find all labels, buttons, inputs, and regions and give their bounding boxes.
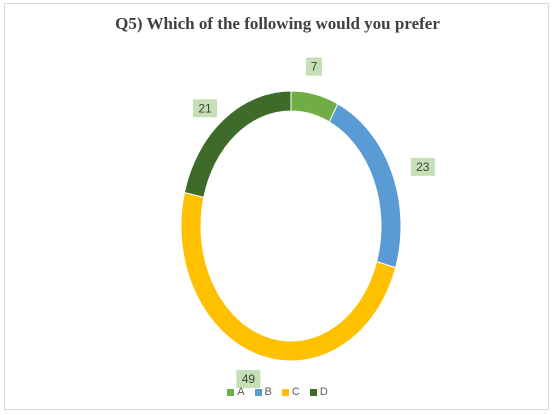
data-label-text: 49: [242, 372, 256, 386]
legend-item-c: C: [281, 386, 300, 398]
data-label-text: 7: [311, 60, 318, 74]
chart-title: Q5) Which of the following would you pre…: [115, 14, 440, 33]
legend-label-a: A: [237, 386, 245, 398]
donut-slice-c: [180, 191, 397, 362]
donut-slice-a: [290, 90, 339, 123]
data-label-a: 7: [306, 57, 323, 76]
data-label-d: 21: [192, 99, 217, 118]
chart-legend: A B C D: [0, 386, 555, 398]
legend-swatch-a: [227, 388, 235, 396]
donut-slice-b: [328, 103, 402, 269]
data-label-c: 49: [236, 370, 261, 389]
data-label-text: 21: [198, 101, 212, 115]
legend-swatch-c: [281, 388, 289, 396]
data-label-box: [306, 57, 323, 76]
donut-slice-d: [183, 90, 292, 199]
legend-item-d: D: [309, 386, 328, 398]
data-label-box: [192, 99, 217, 118]
legend-swatch-b: [254, 388, 262, 396]
data-label-box: [410, 157, 435, 176]
legend-swatch-d: [309, 388, 317, 396]
legend-label-b: B: [264, 386, 272, 398]
legend-label-c: C: [291, 386, 300, 398]
data-label-text: 23: [416, 160, 430, 174]
legend-item-a: A: [227, 386, 245, 398]
data-label-b: 23: [410, 157, 435, 176]
legend-label-d: D: [319, 386, 328, 398]
data-label-box: [236, 370, 261, 389]
legend-item-b: B: [254, 386, 272, 398]
